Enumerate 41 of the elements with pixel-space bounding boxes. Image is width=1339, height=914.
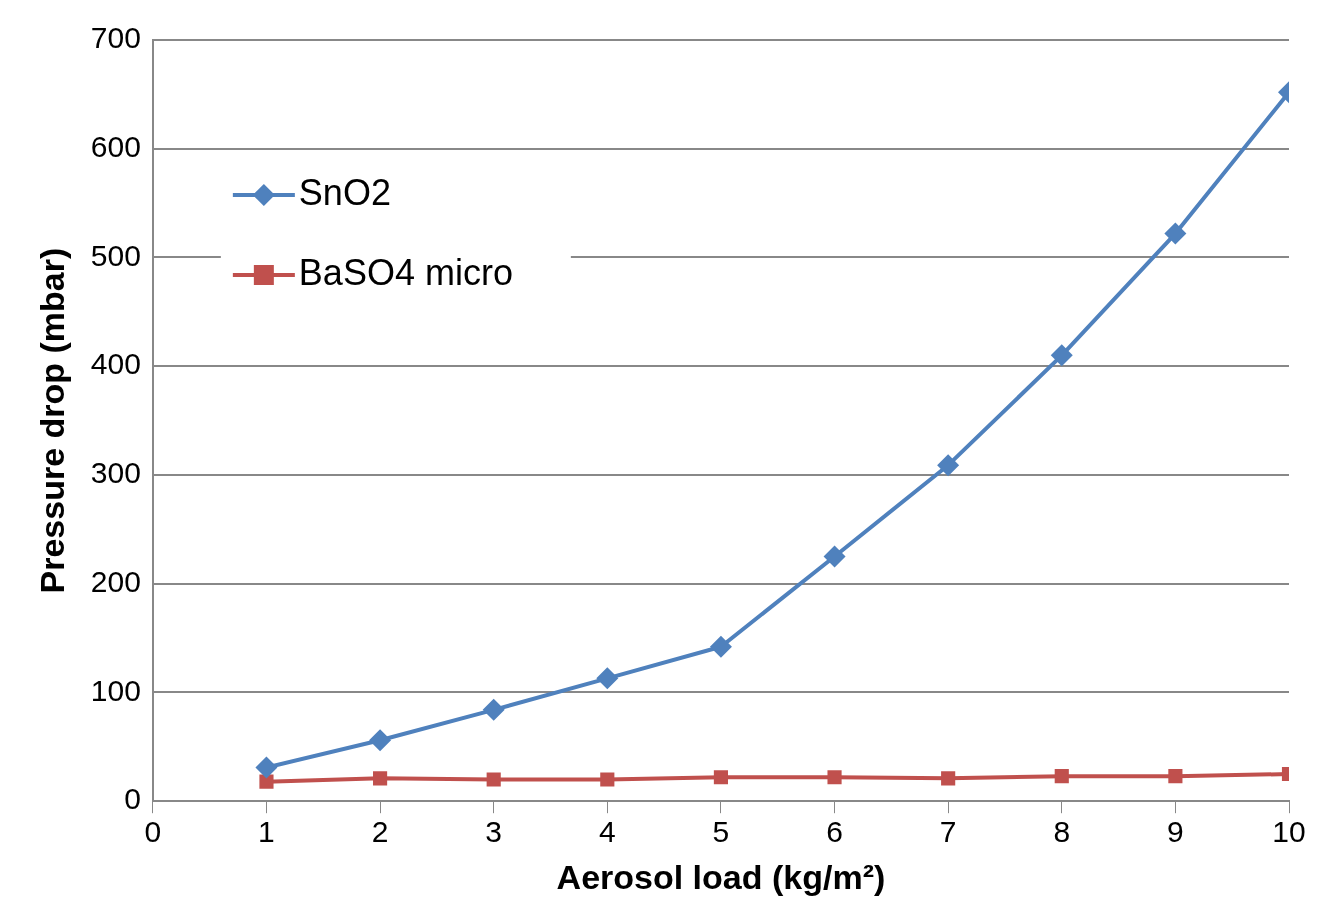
point <box>937 454 960 477</box>
x-tick-label: 2 <box>371 815 389 849</box>
y-tick-label: 400 <box>90 347 141 381</box>
legend-label: BaSO4 micro <box>298 251 513 293</box>
point <box>255 756 278 779</box>
x-tick-label: 0 <box>144 815 162 849</box>
point <box>482 698 505 721</box>
point <box>823 545 846 568</box>
x-tick-label: 9 <box>1167 815 1184 849</box>
point <box>369 729 392 752</box>
point <box>827 770 842 785</box>
legend-label: SnO2 <box>298 171 391 213</box>
point <box>1168 769 1183 784</box>
point <box>373 771 388 786</box>
point <box>941 771 956 786</box>
x-tick-label: 5 <box>712 815 730 849</box>
x-tick-label: 1 <box>258 815 275 849</box>
x-tick-label: 10 <box>1272 815 1306 849</box>
x-axis-title: Aerosol load (kg/m²) <box>556 857 886 896</box>
y-tick-label: 100 <box>90 673 141 707</box>
x-tick-label: 4 <box>598 815 616 849</box>
y-tick-label: 200 <box>90 564 141 598</box>
x-tick-label: 3 <box>485 815 503 849</box>
point <box>713 770 728 785</box>
point <box>709 635 732 658</box>
y-axis-title: Pressure drop (mbar) <box>32 247 71 594</box>
point <box>486 772 501 787</box>
point <box>1050 344 1073 367</box>
y-tick-label: 0 <box>124 782 141 816</box>
x-tick-label: 8 <box>1053 815 1071 849</box>
x-tick-label: 6 <box>826 815 843 849</box>
y-tick-label: 600 <box>90 130 141 164</box>
y-tick-label: 700 <box>90 21 141 55</box>
point <box>1054 769 1069 784</box>
y-tick-label: 500 <box>90 238 141 272</box>
x-tick-label: 7 <box>939 815 957 849</box>
point <box>600 772 615 787</box>
point <box>596 667 619 690</box>
y-tick-label: 300 <box>90 456 141 490</box>
point <box>1164 222 1187 245</box>
point <box>259 774 274 789</box>
